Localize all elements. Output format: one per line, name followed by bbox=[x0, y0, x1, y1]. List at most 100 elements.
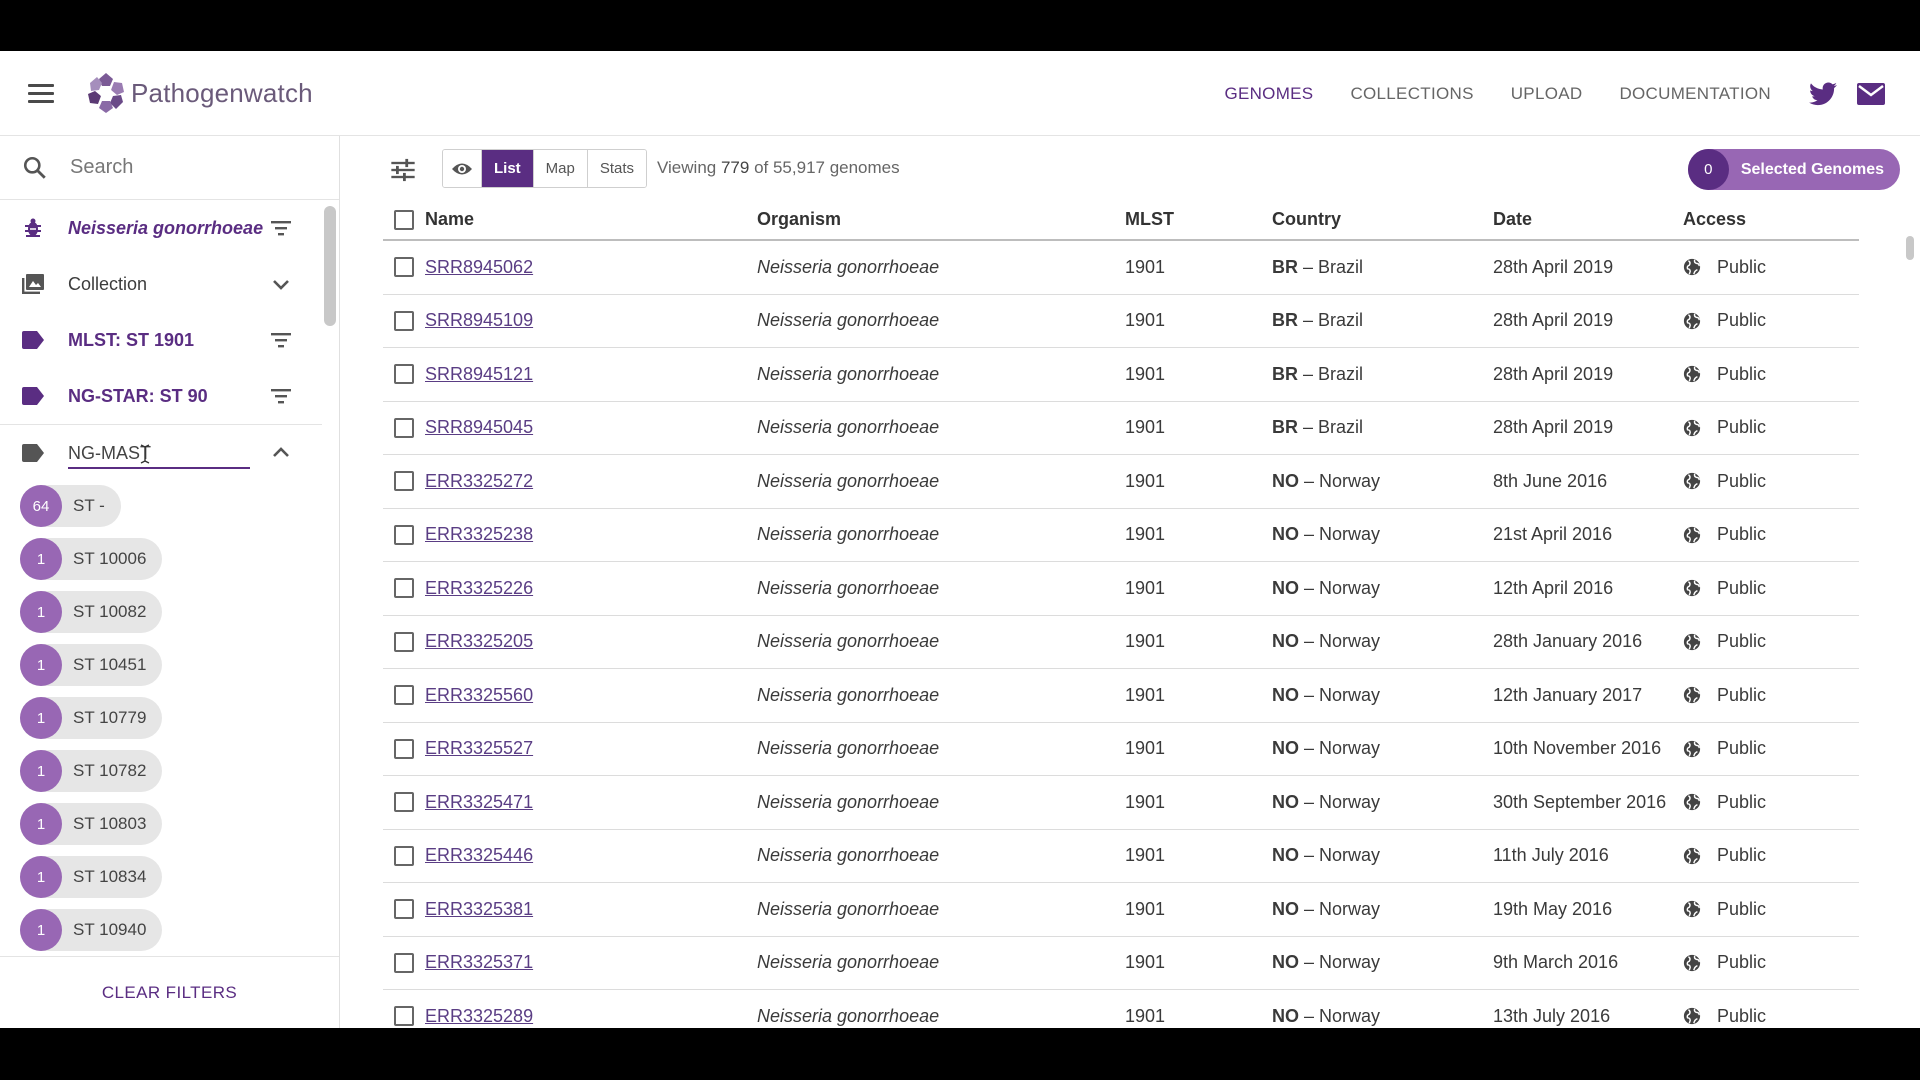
genome-name-link[interactable]: ERR3325289 bbox=[425, 1005, 534, 1026]
genome-name-link[interactable]: ERR3325527 bbox=[425, 738, 534, 759]
chip-count: 1 bbox=[20, 697, 62, 739]
mlst-cell: 1901 bbox=[1125, 791, 1166, 812]
col-header-organism[interactable]: Organism bbox=[757, 209, 842, 229]
genome-name-link[interactable]: ERR3325471 bbox=[425, 791, 534, 812]
view-list-button[interactable]: List bbox=[482, 150, 534, 187]
genome-name-link[interactable]: SRR8945045 bbox=[425, 417, 534, 438]
select-all-checkbox[interactable] bbox=[394, 209, 414, 230]
table-row[interactable]: ERR3325272 Neisseria gonorrhoeae 1901 NO – … bbox=[383, 455, 1859, 509]
filter-ngmast[interactable]: NG-MAST bbox=[0, 424, 322, 480]
table-row[interactable]: ERR3325560 Neisseria gonorrhoeae 1901 NO – … bbox=[383, 669, 1859, 723]
view-map-button[interactable]: Map bbox=[533, 150, 588, 187]
row-checkbox[interactable] bbox=[394, 952, 414, 973]
table-row[interactable]: SRR8945121 Neisseria gonorrhoeae 1901 BR – … bbox=[383, 348, 1859, 402]
access-cell: Public bbox=[1683, 685, 1766, 706]
pathogenwatch-logo-icon bbox=[88, 73, 124, 113]
nav-collections[interactable]: COLLECTIONS bbox=[1350, 83, 1474, 103]
genome-name-link[interactable]: ERR3325371 bbox=[425, 952, 534, 973]
row-checkbox[interactable] bbox=[394, 524, 414, 545]
date-cell: 12th April 2016 bbox=[1493, 577, 1614, 598]
row-checkbox[interactable] bbox=[394, 310, 414, 331]
row-checkbox[interactable] bbox=[394, 364, 414, 385]
chip-ngmast[interactable]: 1 ST 10803 bbox=[20, 803, 163, 845]
table-row[interactable]: ERR3325446 Neisseria gonorrhoeae 1901 NO – … bbox=[383, 830, 1859, 883]
row-checkbox[interactable] bbox=[394, 685, 414, 706]
genome-name-link[interactable]: ERR3325560 bbox=[425, 684, 534, 705]
filter-list-icon[interactable] bbox=[268, 384, 294, 408]
filter-list-icon[interactable] bbox=[268, 216, 294, 240]
table-row[interactable]: ERR3325226 Neisseria gonorrhoeae 1901 NO – … bbox=[383, 562, 1859, 616]
table-row[interactable]: ERR3325205 Neisseria gonorrhoeae 1901 NO – … bbox=[383, 616, 1859, 669]
col-header-access[interactable]: Access bbox=[1683, 209, 1747, 229]
row-checkbox[interactable] bbox=[394, 578, 414, 599]
nav-documentation[interactable]: DOCUMENTATION bbox=[1619, 83, 1771, 103]
row-checkbox[interactable] bbox=[394, 738, 414, 759]
chevron-down-icon[interactable] bbox=[268, 272, 294, 296]
chevron-up-icon[interactable] bbox=[268, 441, 294, 465]
genome-name-link[interactable]: SRR8945062 bbox=[425, 256, 534, 277]
table-row[interactable]: ERR3325381 Neisseria gonorrhoeae 1901 NO – … bbox=[383, 883, 1859, 937]
genome-name-link[interactable]: SRR8945109 bbox=[425, 310, 534, 331]
selected-genomes-button[interactable]: 0 Selected Genomes bbox=[1687, 149, 1900, 190]
table-row[interactable]: ERR3325471 Neisseria gonorrhoeae 1901 NO – … bbox=[383, 776, 1859, 830]
date-cell: 19th May 2016 bbox=[1493, 898, 1613, 919]
filter-ngstar[interactable]: NG-STAR: ST 90 bbox=[0, 368, 322, 424]
genome-name-link[interactable]: SRR8945121 bbox=[425, 363, 534, 384]
chip-ngmast[interactable]: 1 ST 10940 bbox=[20, 909, 163, 951]
col-header-country[interactable]: Country bbox=[1272, 209, 1341, 229]
genome-name-link[interactable]: ERR3325272 bbox=[425, 470, 534, 491]
view-stats-button[interactable]: Stats bbox=[587, 150, 647, 187]
logo[interactable]: Pathogenwatch bbox=[83, 68, 313, 118]
nav-genomes[interactable]: GENOMES bbox=[1224, 83, 1314, 103]
table-row[interactable]: ERR3325289 Neisseria gonorrhoeae 1901 NO – … bbox=[383, 990, 1859, 1028]
date-cell: 28th April 2019 bbox=[1493, 417, 1614, 438]
row-checkbox[interactable] bbox=[394, 257, 414, 278]
col-header-date[interactable]: Date bbox=[1493, 209, 1533, 229]
nav-upload[interactable]: UPLOAD bbox=[1510, 83, 1583, 103]
chip-ngmast[interactable]: 1 ST 10082 bbox=[20, 591, 163, 633]
table-row[interactable]: ERR3325527 Neisseria gonorrhoeae 1901 NO – … bbox=[383, 723, 1859, 776]
genome-name-link[interactable]: ERR3325226 bbox=[425, 577, 534, 598]
chip-ngmast[interactable]: 1 ST 10782 bbox=[20, 750, 163, 792]
eye-icon[interactable] bbox=[443, 150, 482, 187]
tune-icon[interactable] bbox=[389, 156, 417, 184]
main-scrollbar[interactable] bbox=[1906, 236, 1914, 260]
menu-icon[interactable] bbox=[26, 79, 56, 109]
chip-ngmast[interactable]: 64 ST - bbox=[20, 485, 121, 527]
chip-ngmast[interactable]: 1 ST 10006 bbox=[20, 538, 163, 580]
filter-list-icon[interactable] bbox=[268, 328, 294, 352]
clear-filters-button[interactable]: CLEAR FILTERS bbox=[0, 956, 339, 1028]
twitter-icon[interactable] bbox=[1808, 79, 1838, 109]
search-input[interactable] bbox=[70, 156, 310, 179]
col-header-mlst[interactable]: MLST bbox=[1125, 209, 1174, 229]
row-checkbox[interactable] bbox=[394, 471, 414, 492]
col-header-name[interactable]: Name bbox=[425, 209, 475, 229]
mail-icon[interactable] bbox=[1856, 79, 1886, 109]
table-row[interactable]: SRR8945062 Neisseria gonorrhoeae 1901 BR – … bbox=[383, 241, 1859, 295]
table-row[interactable]: ERR3325371 Neisseria gonorrhoeae 1901 NO – … bbox=[383, 937, 1859, 990]
table-row[interactable]: SRR8945045 Neisseria gonorrhoeae 1901 BR – … bbox=[383, 402, 1859, 455]
organism-cell: Neisseria gonorrhoeae bbox=[757, 417, 940, 438]
row-checkbox[interactable] bbox=[394, 845, 414, 866]
row-checkbox[interactable] bbox=[394, 631, 414, 652]
genome-name-link[interactable]: ERR3325205 bbox=[425, 631, 534, 652]
genome-name-link[interactable]: ERR3325381 bbox=[425, 898, 534, 919]
chip-ngmast[interactable]: 1 ST 10779 bbox=[20, 697, 163, 739]
table-row[interactable]: ERR3325238 Neisseria gonorrhoeae 1901 NO – … bbox=[383, 509, 1859, 562]
genome-name-link[interactable]: ERR3325446 bbox=[425, 845, 534, 866]
chip-ngmast[interactable]: 1 ST 10451 bbox=[20, 644, 163, 686]
table-row[interactable]: SRR8945109 Neisseria gonorrhoeae 1901 BR – … bbox=[383, 295, 1859, 348]
genome-name-cell: ERR3325381 bbox=[425, 899, 533, 920]
chip-ngmast[interactable]: 1 ST 10834 bbox=[20, 856, 163, 898]
filter-collection[interactable]: Collection bbox=[0, 256, 322, 312]
row-checkbox[interactable] bbox=[394, 1006, 414, 1027]
organism-cell: Neisseria gonorrhoeae bbox=[757, 310, 940, 331]
row-checkbox[interactable] bbox=[394, 899, 414, 920]
filter-organism[interactable]: Neisseria gonorrhoeae bbox=[0, 200, 322, 256]
genome-name-link[interactable]: ERR3325238 bbox=[425, 524, 534, 545]
row-checkbox[interactable] bbox=[394, 417, 414, 438]
row-checkbox[interactable] bbox=[394, 792, 414, 813]
ngmast-search-input[interactable]: NG-MAST bbox=[68, 439, 250, 469]
sidebar-scrollbar[interactable] bbox=[324, 206, 336, 326]
filter-mlst[interactable]: MLST: ST 1901 bbox=[0, 312, 322, 368]
